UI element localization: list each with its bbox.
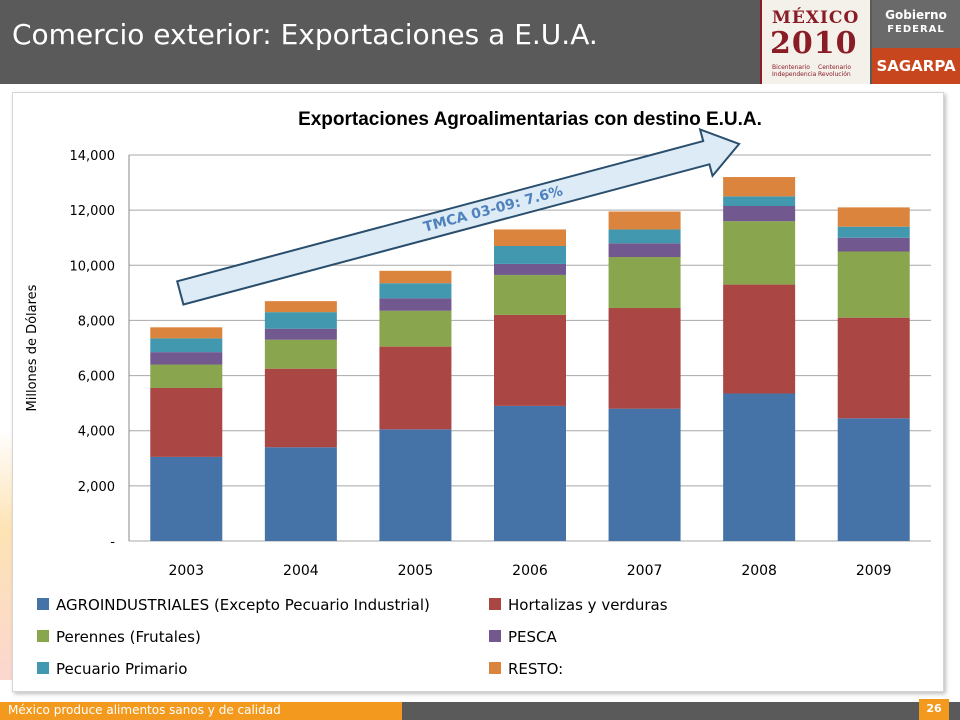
stacked-bar-chart: Exportaciones Agroalimentarias con desti… (25, 109, 931, 678)
bar-segment (150, 364, 223, 388)
page-number: 26 (919, 699, 949, 720)
bar-segment (379, 283, 452, 299)
bar-segment (150, 352, 223, 365)
bar-segment (494, 229, 566, 246)
y-tick-label: 6,000 (78, 370, 115, 385)
bar-segment (608, 308, 681, 409)
bar-segment (264, 339, 337, 369)
mexico-logo-subtitle: Bicentenario IndependenciaCentenario Rev… (772, 64, 868, 78)
page-title: Comercio exterior: Exportaciones a E.U.A… (12, 18, 598, 51)
footer-bar: México produce alimentos sanos y de cali… (0, 702, 960, 720)
legend-label: AGROINDUSTRIALES (Excepto Pecuario Indus… (56, 596, 430, 614)
legend-swatch (37, 662, 49, 674)
legend-swatch (37, 630, 49, 642)
bar-segment (494, 405, 566, 541)
y-tick-label: 14,000 (70, 149, 116, 164)
bar-segment (494, 274, 566, 315)
bar-segment (379, 429, 452, 541)
bar-segment (723, 221, 796, 285)
bar-segment (837, 418, 910, 541)
bar-segment (264, 312, 337, 329)
x-tick-label: 2003 (168, 563, 204, 579)
gobierno-federal-logo: Gobierno FEDERAL (872, 0, 960, 48)
bar-segment (723, 206, 796, 222)
bar-segment (608, 408, 681, 541)
bar-segment (723, 177, 796, 197)
legend-label: Perennes (Frutales) (56, 628, 201, 646)
y-tick-label: 10,000 (70, 259, 116, 274)
footer-slogan: México produce alimentos sanos y de cali… (8, 703, 281, 717)
bar-segment (494, 245, 566, 264)
gobierno-logo-line1: Gobierno (885, 8, 947, 22)
legend-label: RESTO: (508, 660, 563, 678)
bar-segment (264, 368, 337, 448)
bar-segment (837, 226, 910, 238)
y-tick-label: 2,000 (78, 480, 115, 495)
bar-segment (608, 257, 681, 309)
bar-segment (379, 298, 452, 311)
bar-segment (723, 284, 796, 394)
chart-title: Exportaciones Agroalimentarias con desti… (298, 109, 762, 130)
bar-segment (264, 447, 337, 541)
bar-segment (723, 196, 796, 207)
legend-swatch (37, 598, 49, 610)
x-tick-label: 2008 (741, 563, 777, 579)
bar-segment (264, 301, 337, 313)
bar-segment (150, 456, 223, 541)
bar-segment (494, 314, 566, 406)
mexico-logo-line2: 2010 (770, 26, 858, 61)
mexico-logo-sub1: Bicentenario Independencia (772, 64, 817, 78)
bar-segment (494, 263, 566, 275)
bar-segment (379, 346, 452, 430)
bar-segment (723, 393, 796, 541)
legend-swatch (489, 630, 501, 642)
chart-panel: Exportaciones Agroalimentarias con desti… (12, 92, 944, 692)
mexico-logo-line1: MÉXICO (772, 8, 860, 28)
side-decoration (0, 430, 12, 680)
y-axis-label: Millones de Dólares (25, 284, 40, 411)
legend-label: Hortalizas y verduras (508, 596, 668, 614)
trend-arrow (175, 127, 741, 306)
bar-segment (608, 243, 681, 258)
sagarpa-logo: SAGARPA (872, 48, 960, 84)
x-tick-label: 2009 (856, 563, 892, 579)
x-tick-label: 2005 (398, 563, 434, 579)
legend-label: Pecuario Primario (56, 660, 187, 678)
bar-segment (608, 229, 681, 244)
bar-segment (837, 251, 910, 318)
bar-segment (837, 207, 910, 227)
mexico-2010-logo: MÉXICO 2010 Bicentenario IndependenciaCe… (760, 0, 870, 84)
legend-swatch (489, 598, 501, 610)
bar-segment (379, 270, 452, 284)
bar-segment (837, 317, 910, 419)
x-tick-label: 2004 (283, 563, 319, 579)
gobierno-logo-line2: FEDERAL (887, 24, 945, 35)
bar-segment (837, 237, 910, 252)
sagarpa-logo-text: SAGARPA (876, 57, 956, 75)
y-tick-label: 8,000 (78, 314, 115, 329)
y-tick-label: 12,000 (70, 204, 116, 219)
bar-segment (150, 338, 223, 353)
y-tick-label: 4,000 (78, 425, 115, 440)
bar-segment (264, 328, 337, 340)
legend-label: PESCA (508, 628, 558, 646)
bar-segment (608, 211, 681, 230)
bar-segment (150, 387, 223, 457)
y-tick-label: - (110, 535, 115, 550)
footer-slogan-box: México produce alimentos sanos y de cali… (0, 702, 402, 720)
bar-segment (150, 327, 223, 339)
legend-swatch (489, 662, 501, 674)
x-tick-label: 2007 (627, 563, 663, 579)
x-tick-label: 2006 (512, 563, 548, 579)
mexico-logo-sub2: Centenario Revolución (818, 64, 852, 78)
bar-segment (379, 310, 452, 347)
